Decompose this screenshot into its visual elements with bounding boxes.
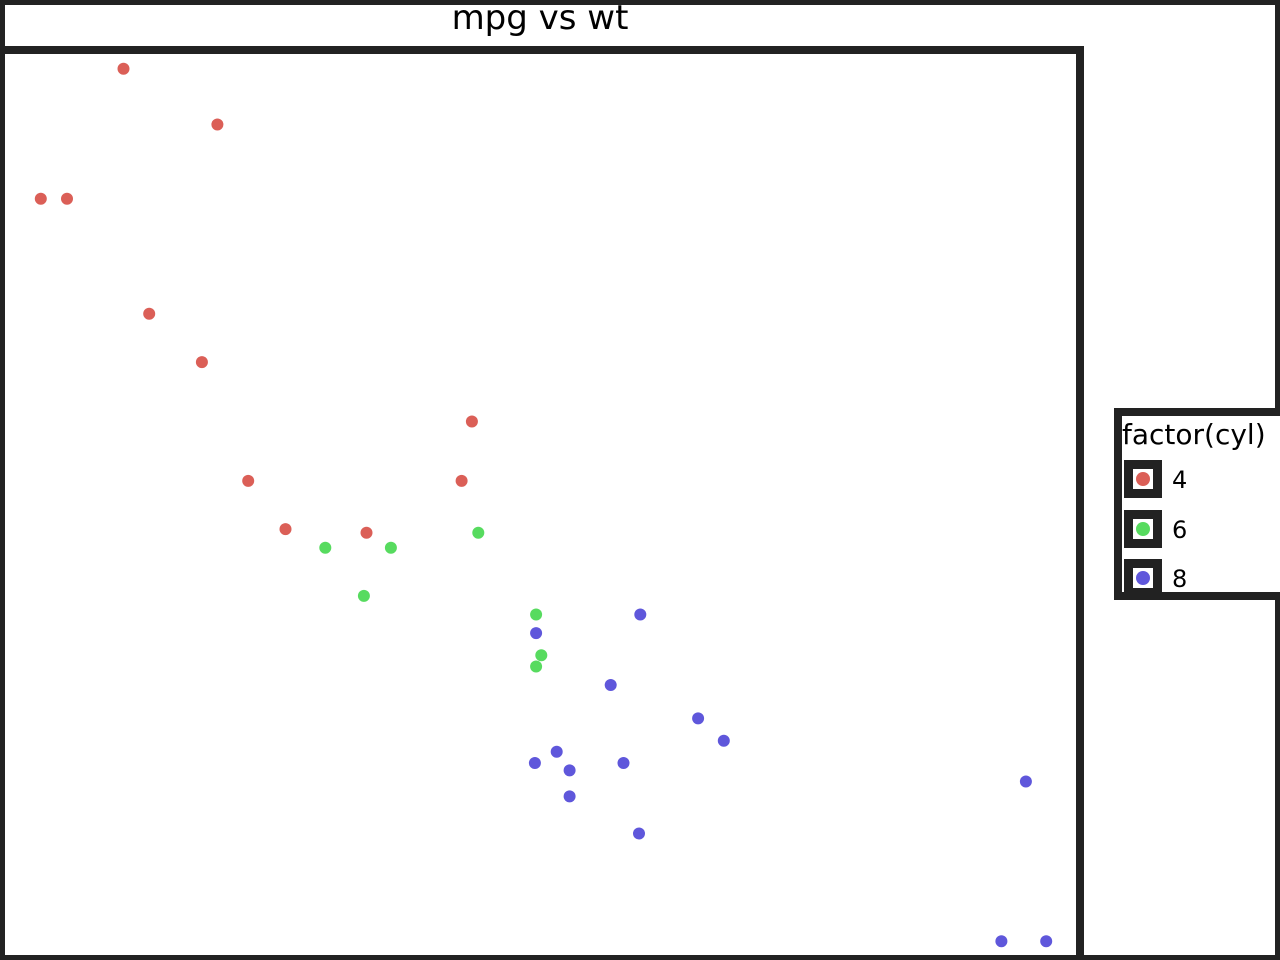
point-cyl4-2 — [455, 474, 468, 487]
point-cyl8-3 — [604, 679, 617, 691]
point-cyl4-4 — [61, 192, 73, 205]
legend-key-6 — [1124, 510, 1162, 548]
point-cyl8-0 — [530, 627, 543, 640]
plot-panel-border — [0, 46, 1084, 960]
point-cyl6-3 — [535, 649, 548, 662]
point-cyl8-2 — [692, 712, 705, 725]
legend-label-8: 8 — [1172, 565, 1188, 593]
point-cyl8-8 — [550, 745, 563, 758]
point-cyl8-7 — [1019, 775, 1032, 788]
point-cyl4-10 — [360, 526, 373, 539]
legend: factor(cyl) 4 6 8 — [1114, 408, 1280, 600]
point-cyl8-6 — [1040, 935, 1053, 948]
point-cyl6-1 — [384, 541, 397, 554]
point-cyl6-5 — [530, 660, 543, 673]
point-cyl8-11 — [634, 608, 647, 621]
point-cyl8-4 — [617, 757, 630, 769]
point-cyl4-9 — [34, 192, 47, 205]
legend-key-8 — [1124, 559, 1162, 597]
legend-label-4: 4 — [1172, 466, 1188, 494]
legend-swatch-4 — [1136, 472, 1150, 486]
legend-label-6: 6 — [1172, 516, 1188, 544]
points-layer — [34, 62, 1053, 948]
point-cyl6-0 — [319, 541, 332, 554]
point-cyl4-3 — [211, 118, 224, 131]
point-cyl4-7 — [143, 307, 156, 320]
legend-swatch-6 — [1136, 522, 1150, 536]
legend-key-4 — [1124, 460, 1162, 498]
point-cyl6-6 — [357, 589, 370, 602]
chart-title: mpg vs wt — [451, 0, 629, 38]
legend-swatch-8 — [1136, 571, 1150, 585]
legend-title: factor(cyl) — [1122, 418, 1266, 451]
point-cyl4-0 — [242, 474, 255, 487]
point-cyl4-1 — [465, 415, 478, 428]
point-cyl4-5 — [117, 62, 130, 75]
point-cyl6-4 — [530, 608, 543, 621]
point-cyl6-2 — [472, 526, 485, 539]
point-cyl8-13 — [563, 764, 576, 777]
point-cyl4-6 — [279, 523, 292, 536]
point-cyl8-12 — [717, 734, 730, 747]
point-cyl4-8 — [195, 356, 208, 369]
point-cyl8-1 — [563, 790, 576, 803]
point-cyl8-9 — [528, 757, 541, 769]
point-cyl8-5 — [995, 935, 1008, 948]
point-cyl8-10 — [633, 827, 645, 840]
